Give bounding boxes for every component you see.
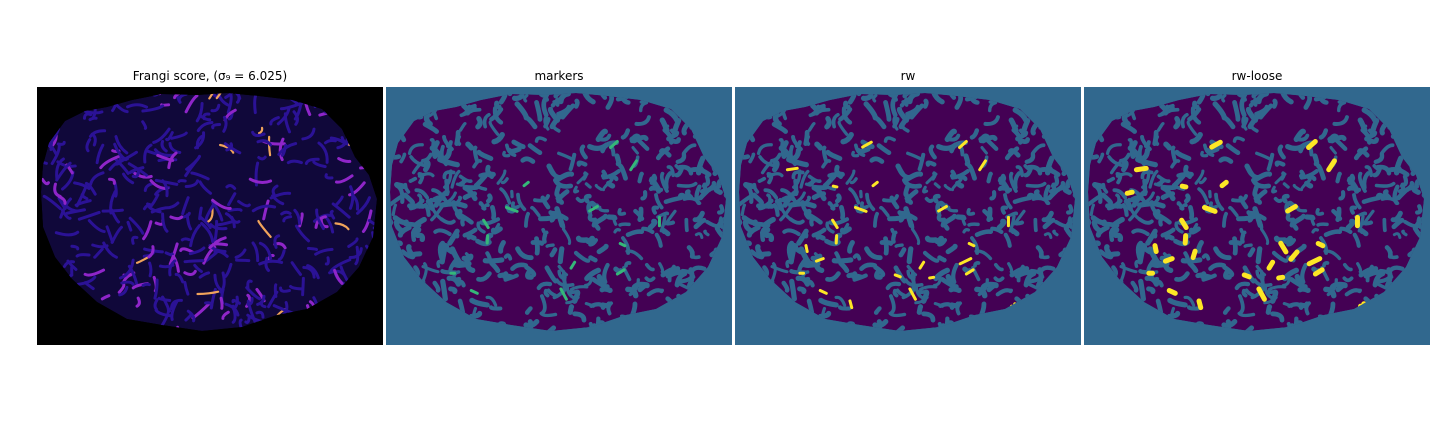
frangi-score-image xyxy=(37,87,383,345)
markers-image xyxy=(386,87,732,345)
rw-image xyxy=(735,87,1081,345)
rw-loose-image xyxy=(1084,87,1430,345)
panel-title-rw: rw xyxy=(900,69,916,83)
panel-title-markers: markers xyxy=(534,69,584,83)
panel-title-rw-loose: rw-loose xyxy=(1231,69,1283,83)
panel-title-frangi: Frangi score, (σ₉ = 6.025) xyxy=(132,69,288,83)
